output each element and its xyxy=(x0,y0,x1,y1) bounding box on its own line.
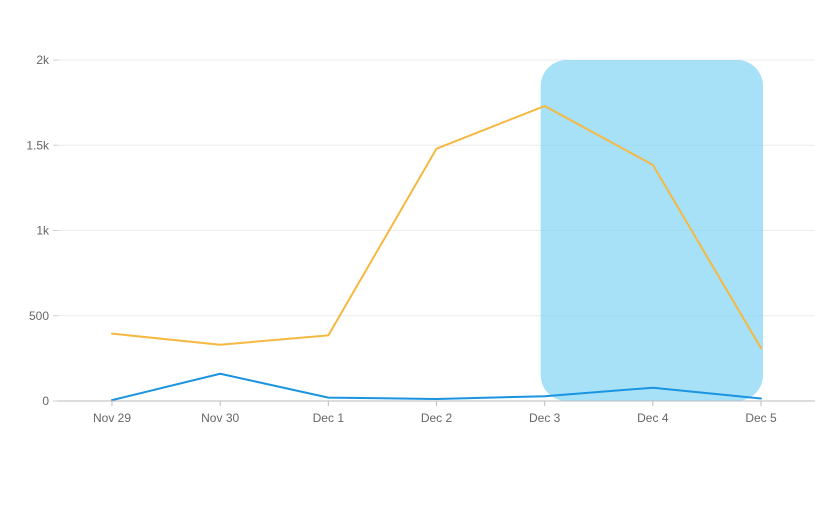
series-lines xyxy=(111,105,762,402)
y-tick-label: 2k xyxy=(36,53,50,67)
x-tick-label: Dec 1 xyxy=(313,411,345,425)
y-tick-label: 0 xyxy=(42,394,49,408)
highlight-rect[interactable] xyxy=(540,60,763,401)
highlight-region[interactable] xyxy=(540,60,763,401)
axes: 0 500 1k 1.5k 2k Nov 29 Nov 30 Dec 1 Dec 2 Dec 3 D… xyxy=(26,53,815,425)
x-tick-label: Nov 29 xyxy=(93,411,131,425)
x-tick-label: Nov 30 xyxy=(201,411,239,425)
series-line-1[interactable] xyxy=(111,105,762,350)
y-tick-label: 1k xyxy=(36,224,50,238)
x-tick-label: Dec 4 xyxy=(637,411,669,425)
x-tick-label: Dec 3 xyxy=(529,411,561,425)
y-tick-label: 1.5k xyxy=(26,138,50,152)
y-tick-label: 500 xyxy=(29,309,49,323)
x-tick-label: Dec 2 xyxy=(421,411,453,425)
series-line-2[interactable] xyxy=(111,372,762,402)
x-tick-label: Dec 5 xyxy=(745,411,777,425)
